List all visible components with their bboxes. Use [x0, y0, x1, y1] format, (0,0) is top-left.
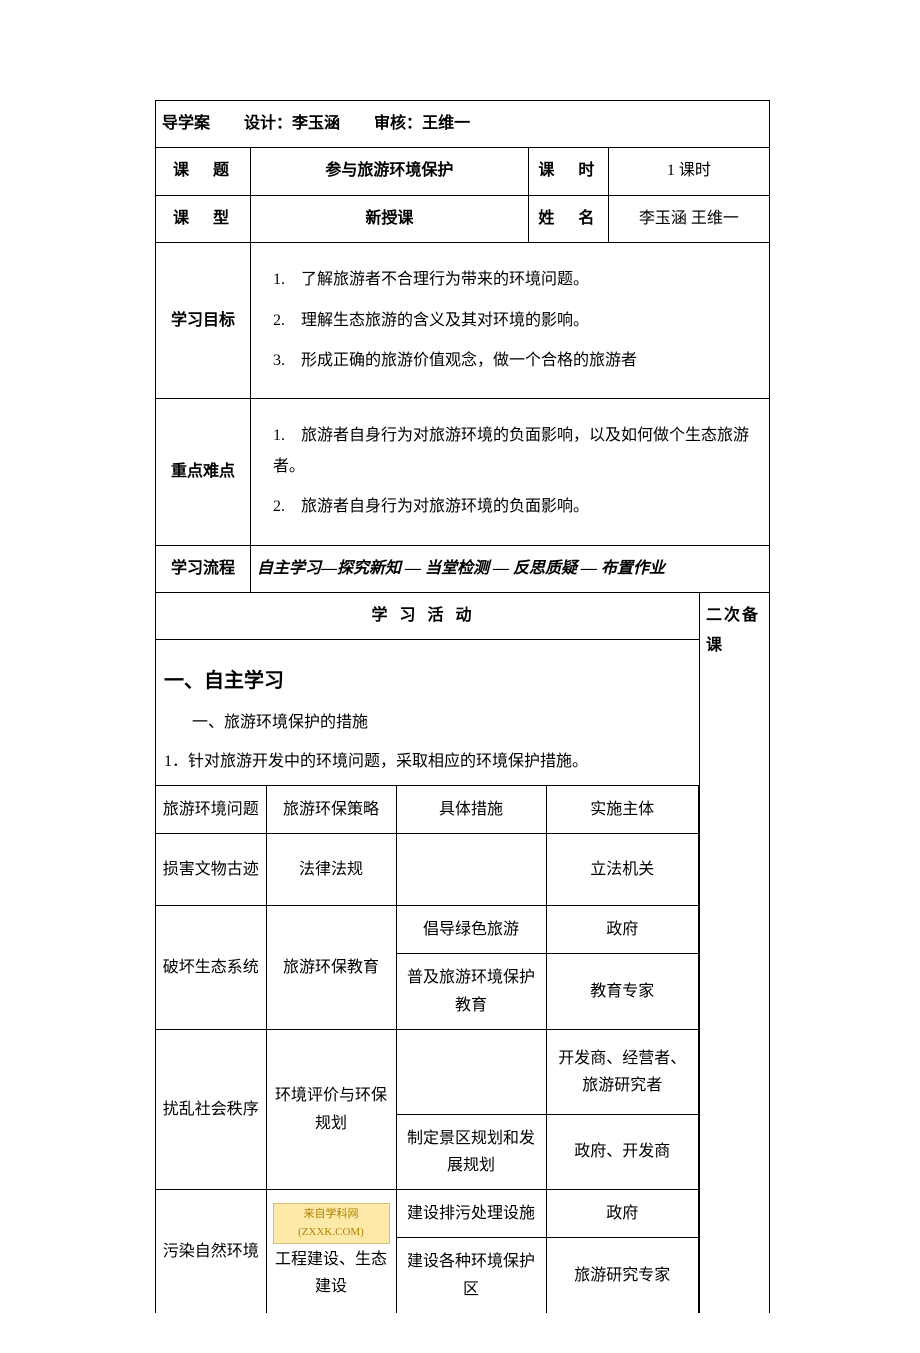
activity-header: 学习活动 [156, 592, 700, 639]
activity-header-row: 学习活动 二次备课 [156, 592, 770, 639]
topic-row: 课 题 参与旅游环境保护 课 时 1 课时 [156, 148, 770, 195]
cell-body: 教育专家 [546, 954, 699, 1029]
cell-strategy: 来自学科网(ZXXK.COM) 工程建设、生态建设 [266, 1190, 396, 1313]
flow-value: 自主学习—探究新知 — 当堂检测 — 反思质疑 — 布置作业 [251, 545, 770, 592]
keypoint-item: 2. 旅游者自身行为对旅游环境的负面影响。 [273, 492, 759, 522]
cell-problem: 损害文物古迹 [156, 834, 266, 906]
objectives-label: 学习目标 [156, 243, 251, 399]
cell-problem: 污染自然环境 [156, 1190, 266, 1313]
cell-measure: 建设排污处理设施 [396, 1190, 546, 1238]
col-strategy: 旅游环保策略 [266, 786, 396, 834]
keypoints-list: 1. 旅游者自身行为对旅游环境的负面影响，以及如何做个生态旅游者。 2. 旅游者… [257, 407, 763, 536]
section-subtitle: 一、旅游环境保护的措施 [164, 708, 691, 738]
measures-table: 旅游环境问题 旅游环保策略 具体措施 实施主体 损害文物古迹 法律法规 立法机关… [156, 785, 699, 1313]
header-row: 导学案 设计：李玉涵 审核：王维一 [156, 101, 770, 148]
keypoint-item: 1. 旅游者自身行为对旅游环境的负面影响，以及如何做个生态旅游者。 [273, 421, 759, 482]
cell-body: 开发商、经营者、旅游研究者 [546, 1029, 699, 1114]
name-label: 姓 名 [528, 195, 608, 242]
cell-measure: 普及旅游环境保护教育 [396, 954, 546, 1029]
cell-strategy: 环境评价与环保规划 [266, 1029, 396, 1189]
objective-item: 1. 了解旅游者不合理行为带来的环境问题。 [273, 265, 759, 295]
section-title: 一、自主学习 [164, 662, 691, 700]
section-numbered: 1．针对旅游开发中的环境问题，采取相应的环境保护措施。 [164, 747, 691, 777]
table-row: 扰乱社会秩序 环境评价与环保规划 开发商、经营者、旅游研究者 [156, 1029, 699, 1114]
designer-label: 设计： [244, 115, 292, 132]
table-row: 污染自然环境 来自学科网(ZXXK.COM) 工程建设、生态建设 建设排污处理设… [156, 1190, 699, 1238]
flow-label: 学习流程 [156, 545, 251, 592]
cell-strategy: 旅游环保教育 [266, 906, 396, 1030]
cell-strategy-text: 工程建设、生态建设 [275, 1251, 387, 1295]
keypoints-row: 重点难点 1. 旅游者自身行为对旅游环境的负面影响，以及如何做个生态旅游者。 2… [156, 399, 770, 545]
type-value: 新授课 [251, 195, 529, 242]
watermark-badge: 来自学科网(ZXXK.COM) [273, 1203, 390, 1244]
type-label: 课 型 [156, 195, 251, 242]
lesson-plan-table: 导学案 设计：李玉涵 审核：王维一 课 题 参与旅游环境保护 课 时 1 课时 … [155, 100, 770, 1313]
reviewer-label: 审核： [374, 115, 422, 132]
designer-name: 李玉涵 [292, 115, 340, 132]
objectives-row: 学习目标 1. 了解旅游者不合理行为带来的环境问题。 2. 理解生态旅游的含义及… [156, 243, 770, 399]
col-problem: 旅游环境问题 [156, 786, 266, 834]
objective-item: 3. 形成正确的旅游价值观念，做一个合格的旅游者 [273, 346, 759, 376]
cell-strategy: 法律法规 [266, 834, 396, 906]
col-measure: 具体措施 [396, 786, 546, 834]
cell-body: 政府、开发商 [546, 1114, 699, 1189]
flow-row: 学习流程 自主学习—探究新知 — 当堂检测 — 反思质疑 — 布置作业 [156, 545, 770, 592]
topic-label: 课 题 [156, 148, 251, 195]
cell-body: 政府 [546, 1190, 699, 1238]
topic-value: 参与旅游环境保护 [251, 148, 529, 195]
type-row: 课 型 新授课 姓 名 李玉涵 王维一 [156, 195, 770, 242]
table-row: 破坏生态系统 旅游环保教育 倡导绿色旅游 政府 [156, 906, 699, 954]
objective-item: 2. 理解生态旅游的含义及其对环境的影响。 [273, 306, 759, 336]
keypoints-label: 重点难点 [156, 399, 251, 545]
cell-measure [396, 1029, 546, 1114]
cell-problem: 扰乱社会秩序 [156, 1029, 266, 1189]
cell-measure: 倡导绿色旅游 [396, 906, 546, 954]
activity-body-row: 一、自主学习 一、旅游环境保护的措施 1．针对旅游开发中的环境问题，采取相应的环… [156, 640, 770, 1313]
objectives-list: 1. 了解旅游者不合理行为带来的环境问题。 2. 理解生态旅游的含义及其对环境的… [257, 251, 763, 390]
cell-body: 立法机关 [546, 834, 699, 906]
table-header-row: 旅游环境问题 旅游环保策略 具体措施 实施主体 [156, 786, 699, 834]
col-body: 实施主体 [546, 786, 699, 834]
cell-body: 政府 [546, 906, 699, 954]
reviewer-name: 王维一 [422, 115, 470, 132]
cell-problem: 破坏生态系统 [156, 906, 266, 1030]
cell-measure [396, 834, 546, 906]
secondary-prep-label: 二次备课 [700, 592, 770, 1312]
cell-measure: 制定景区规划和发展规划 [396, 1114, 546, 1189]
period-value: 1 课时 [608, 148, 769, 195]
table-row: 损害文物古迹 法律法规 立法机关 [156, 834, 699, 906]
period-label: 课 时 [528, 148, 608, 195]
name-value: 李玉涵 王维一 [608, 195, 769, 242]
page: 导学案 设计：李玉涵 审核：王维一 课 题 参与旅游环境保护 课 时 1 课时 … [0, 0, 920, 1353]
plan-label: 导学案 [162, 115, 210, 132]
